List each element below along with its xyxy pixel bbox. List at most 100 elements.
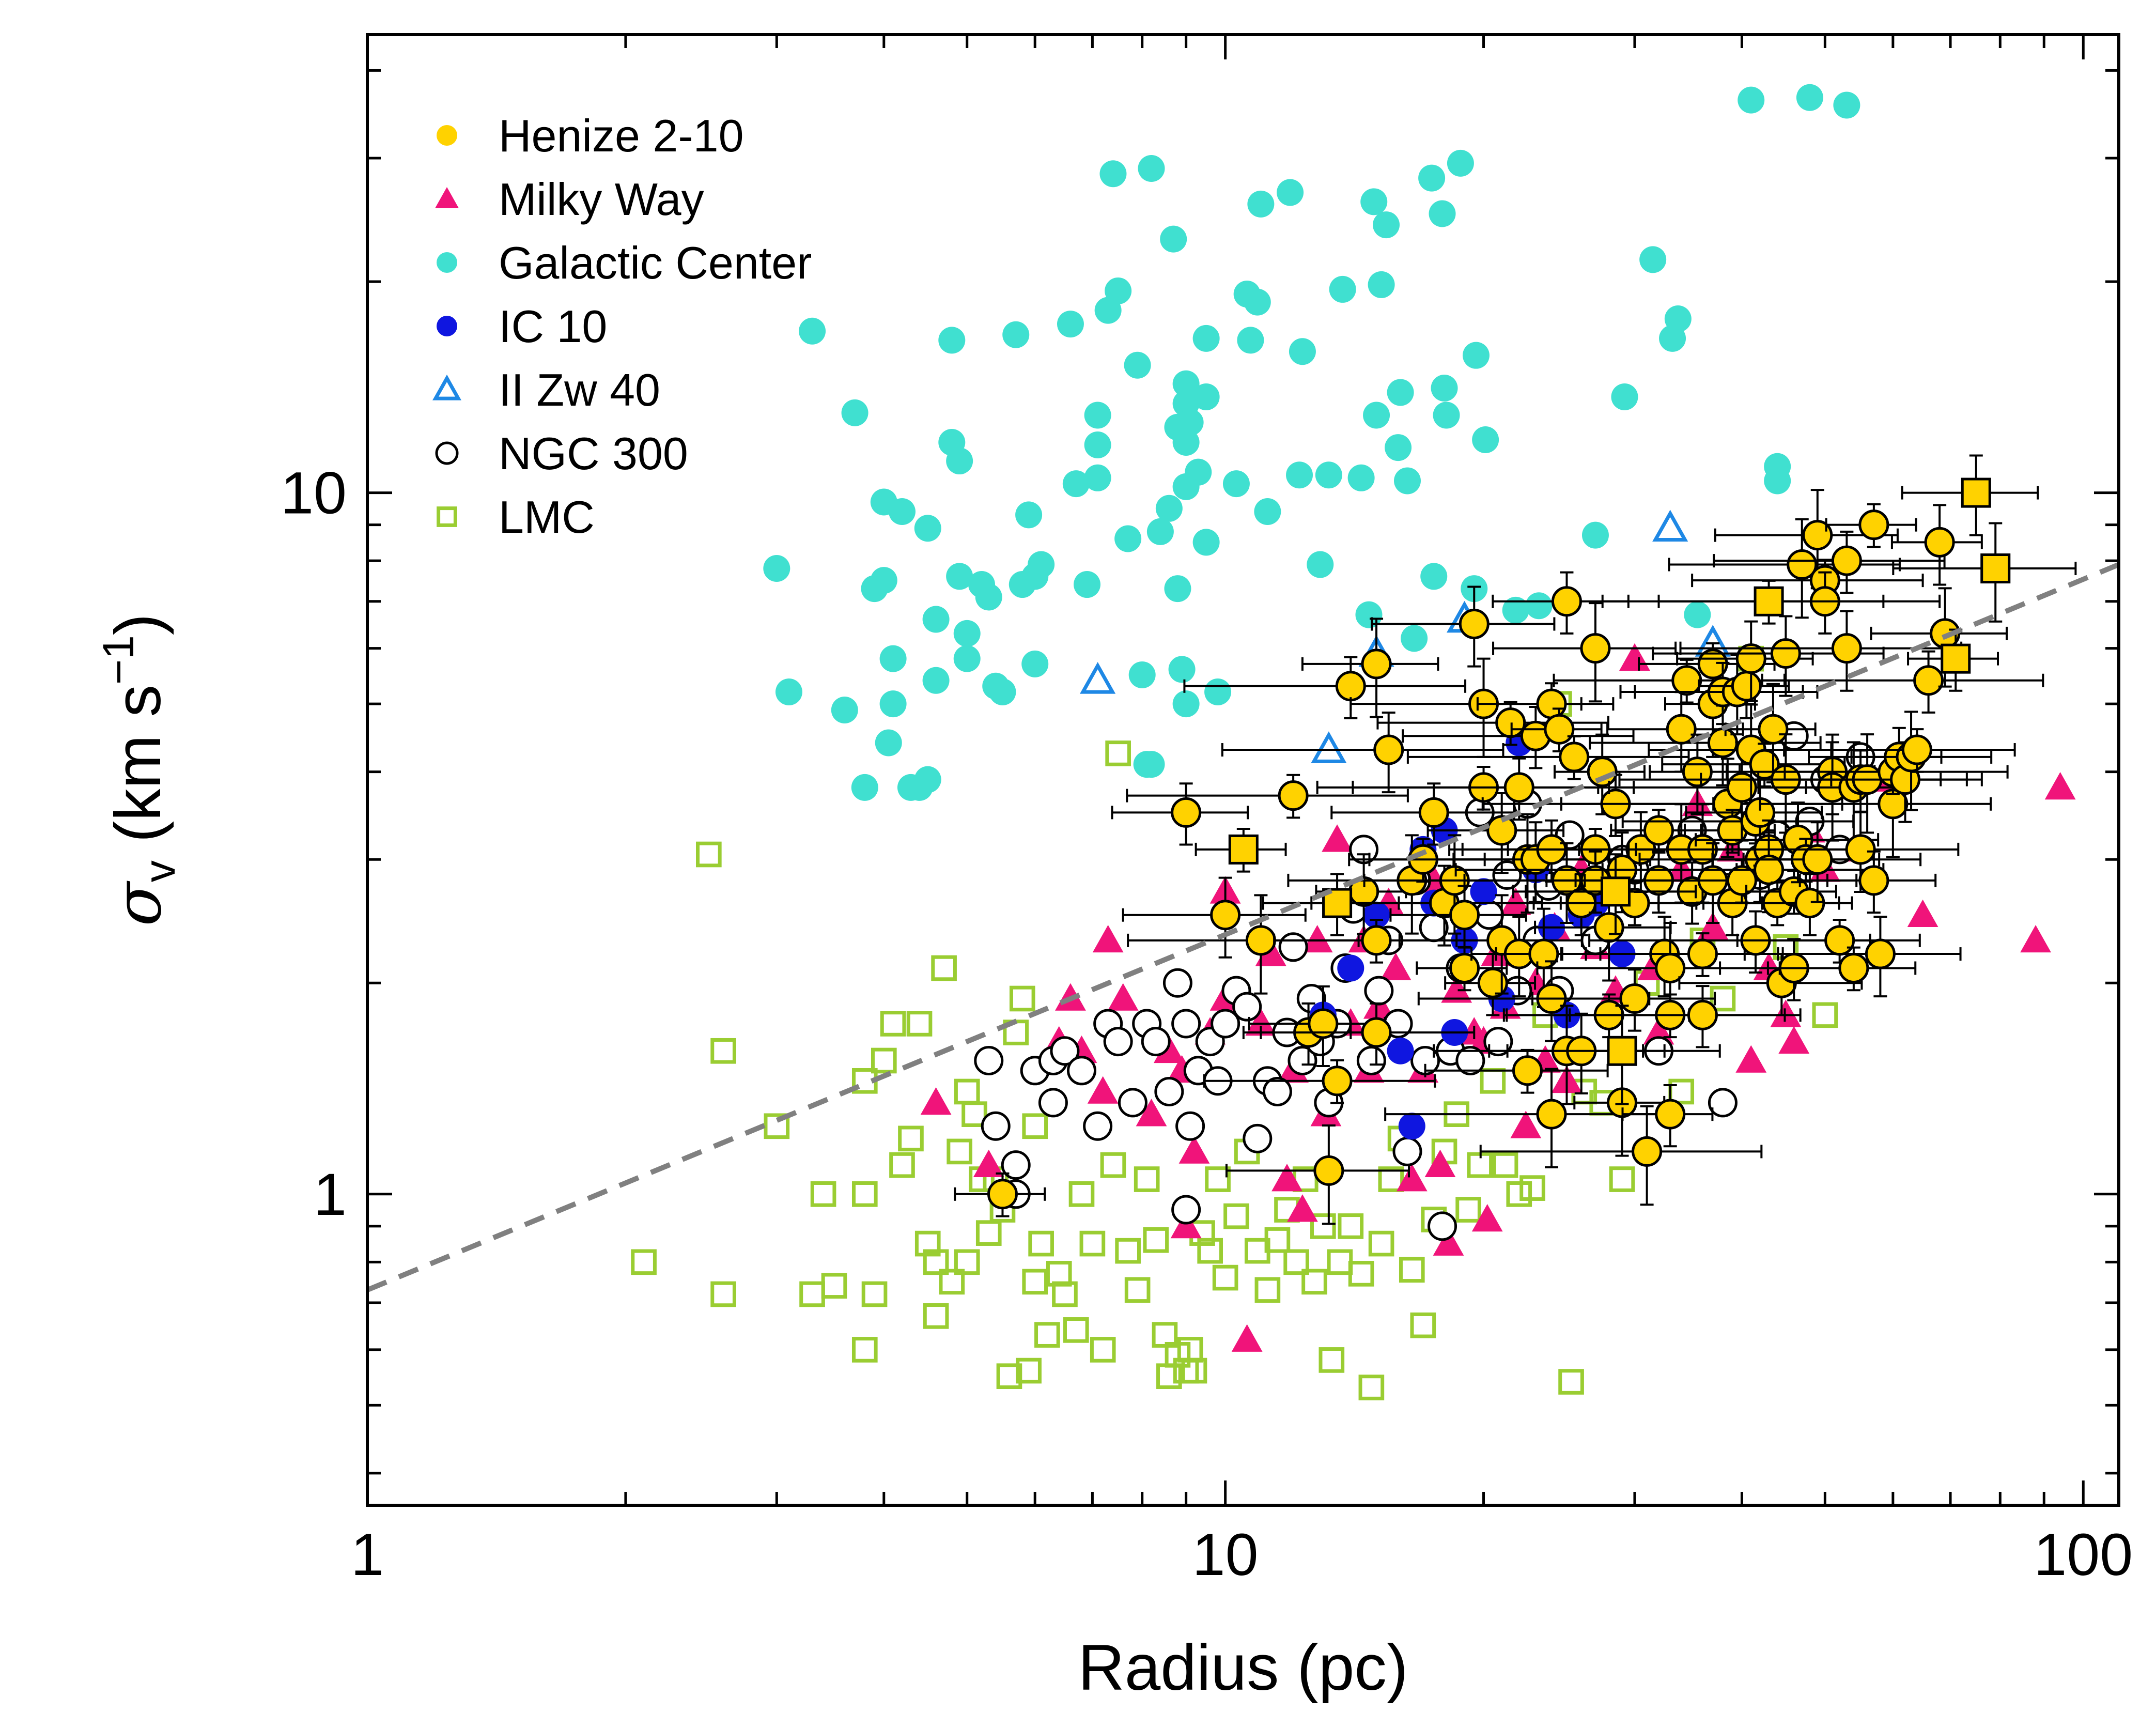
point-milky-way bbox=[1245, 1008, 1277, 1036]
point-galactic-center bbox=[1247, 190, 1275, 218]
legend-item-ngc-300: NGC 300 bbox=[435, 428, 688, 479]
point-lmc bbox=[1115, 1238, 1141, 1264]
point-milky-way bbox=[1136, 1099, 1167, 1127]
point-ngc-300 bbox=[1118, 1088, 1147, 1118]
point-henize-2-10 bbox=[1361, 649, 1392, 680]
legend-label: Henize 2-10 bbox=[499, 110, 744, 161]
point-galactic-center bbox=[841, 399, 868, 426]
point-ngc-300 bbox=[1141, 1027, 1171, 1057]
point-galactic-center bbox=[1164, 575, 1191, 603]
point-henize-2-10 bbox=[1619, 983, 1650, 1014]
point-galactic-center bbox=[1155, 495, 1183, 522]
point-ngc-300 bbox=[1278, 932, 1308, 962]
point-lmc bbox=[1254, 1277, 1281, 1303]
point-henize-2-10 bbox=[1580, 633, 1611, 664]
x-tick-label: 1 bbox=[351, 1522, 384, 1588]
point-lmc bbox=[996, 1363, 1022, 1390]
point-milky-way bbox=[1471, 1204, 1503, 1232]
point-milky-way bbox=[1287, 1194, 1318, 1222]
plot-frame bbox=[366, 33, 2120, 1507]
point-henize-2-10-squares bbox=[1961, 477, 1991, 508]
x-tick-label: 10 bbox=[1192, 1522, 1259, 1588]
point-lmc bbox=[1264, 1227, 1291, 1253]
point-henize-2-10 bbox=[1687, 999, 1718, 1030]
point-galactic-center bbox=[875, 729, 902, 757]
point-henize-2-10 bbox=[1754, 854, 1785, 885]
point-milky-way bbox=[1170, 1211, 1202, 1239]
point-galactic-center bbox=[938, 327, 966, 354]
point-milky-way bbox=[1907, 899, 1938, 928]
point-lmc bbox=[1034, 1322, 1060, 1348]
point-galactic-center bbox=[1796, 84, 1823, 111]
point-henize-2-10 bbox=[1913, 665, 1944, 696]
y-axis-title-units: (km s bbox=[102, 685, 174, 860]
point-galactic-center bbox=[1192, 529, 1220, 556]
point-henize-2-10 bbox=[1726, 865, 1757, 896]
point-galactic-center bbox=[1431, 375, 1458, 402]
point-galactic-center bbox=[946, 563, 973, 590]
point-henize-2-10 bbox=[1682, 757, 1713, 788]
point-galactic-center bbox=[1387, 379, 1414, 406]
point-galactic-center bbox=[1611, 383, 1638, 411]
point-lmc bbox=[710, 1281, 736, 1307]
point-henize-2-10 bbox=[1758, 714, 1789, 745]
point-henize-2-10-squares bbox=[1600, 876, 1631, 907]
point-galactic-center bbox=[1472, 426, 1499, 454]
point-henize-2-10 bbox=[1924, 527, 1955, 558]
point-galactic-center bbox=[1099, 160, 1127, 188]
point-galactic-center bbox=[831, 697, 858, 724]
point-henize-2-10 bbox=[1335, 671, 1366, 702]
point-galactic-center bbox=[879, 690, 907, 718]
ticks-layer bbox=[366, 35, 2119, 1505]
point-henize-2-10 bbox=[1536, 1099, 1567, 1130]
legend-label: II Zw 40 bbox=[499, 364, 660, 415]
point-galactic-center bbox=[1502, 596, 1529, 624]
point-galactic-center bbox=[1192, 325, 1220, 352]
tick-labels-layer: 1 10 100 1 10 bbox=[281, 460, 2133, 1588]
point-galactic-center bbox=[1138, 155, 1165, 182]
point-galactic-center bbox=[1124, 351, 1151, 379]
point-ngc-300 bbox=[1483, 1027, 1513, 1057]
point-milky-way bbox=[1510, 1110, 1542, 1138]
point-galactic-center bbox=[1462, 342, 1490, 369]
point-ngc-300 bbox=[1211, 1009, 1240, 1039]
point-lmc bbox=[1028, 1230, 1054, 1257]
point-galactic-center bbox=[1525, 592, 1553, 620]
point-galactic-center bbox=[1738, 86, 1765, 114]
legend-label: Galactic Center bbox=[499, 237, 812, 288]
point-ngc-300 bbox=[1262, 1076, 1292, 1106]
point-henize-2-10 bbox=[1707, 727, 1738, 758]
point-lmc bbox=[1205, 1166, 1231, 1192]
point-lmc bbox=[1068, 1181, 1095, 1207]
point-henize-2-10 bbox=[1449, 952, 1480, 983]
point-lmc bbox=[961, 1101, 987, 1127]
point-galactic-center bbox=[1447, 149, 1474, 177]
point-milky-way bbox=[920, 1087, 952, 1115]
point-galactic-center bbox=[914, 766, 941, 793]
point-galactic-center bbox=[879, 645, 907, 672]
point-lmc bbox=[1212, 1264, 1238, 1291]
point-ngc-300 bbox=[1392, 1136, 1422, 1166]
point-henize-2-10 bbox=[1901, 734, 1932, 765]
point-lmc bbox=[1506, 1181, 1532, 1207]
legend-label: IC 10 bbox=[499, 301, 607, 352]
point-ngc-300 bbox=[1171, 1195, 1201, 1225]
point-galactic-center bbox=[1084, 431, 1111, 459]
point-lmc bbox=[1079, 1230, 1106, 1257]
point-lmc bbox=[1519, 1175, 1545, 1201]
point-lmc bbox=[1181, 1357, 1207, 1384]
point-ngc-300 bbox=[1455, 1045, 1485, 1075]
point-henize-2-10 bbox=[1643, 815, 1674, 846]
point-henize-2-10 bbox=[1858, 865, 1889, 896]
point-milky-way bbox=[2044, 772, 2076, 800]
point-ii-zw-40 bbox=[1080, 662, 1116, 694]
point-ngc-300 bbox=[1038, 1088, 1068, 1118]
point-milky-way bbox=[1441, 975, 1472, 1003]
point-ngc-300 bbox=[1154, 1076, 1184, 1106]
point-lmc bbox=[821, 1273, 847, 1299]
point-galactic-center bbox=[1192, 383, 1220, 411]
point-lmc bbox=[1455, 1197, 1481, 1223]
point-galactic-center bbox=[1057, 311, 1084, 338]
